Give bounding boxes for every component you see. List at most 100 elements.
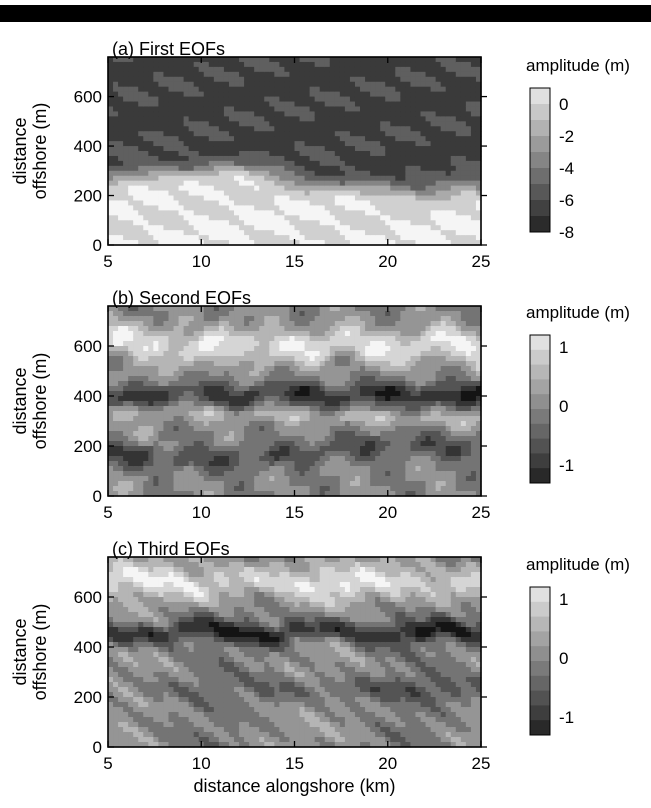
heatmap-cell (128, 195, 134, 202)
heatmap-cell (158, 160, 165, 167)
heatmap-cell (455, 175, 462, 182)
heatmap-cell (244, 101, 250, 108)
heatmap-cell (365, 331, 371, 337)
heatmap-cell (314, 426, 321, 432)
heatmap-cell (465, 190, 472, 197)
heatmap-cell (128, 57, 134, 63)
heatmap-cell (314, 71, 321, 78)
heatmap-cell (460, 155, 467, 162)
heatmap-cell (279, 170, 286, 177)
heatmap-cell (239, 151, 245, 157)
heatmap-cell (218, 346, 225, 352)
heatmap-cell (400, 141, 406, 147)
heatmap-cell (198, 316, 205, 322)
heatmap-cell (223, 235, 230, 241)
heatmap-cell (425, 86, 432, 93)
heatmap-cell (380, 81, 386, 88)
heatmap-cell (269, 106, 275, 113)
heatmap-cell (148, 175, 154, 182)
heatmap-cell (193, 426, 200, 432)
heatmap-cell (390, 326, 396, 332)
heatmap-cell (218, 215, 225, 221)
heatmap-cell (294, 356, 301, 362)
heatmap-cell (284, 491, 291, 497)
heatmap-cell (344, 311, 351, 317)
heatmap-cell (264, 361, 270, 367)
heatmap-cell (339, 471, 346, 477)
heatmap-cell (254, 481, 260, 487)
heatmap-cell (294, 190, 301, 197)
heatmap-cell (375, 200, 381, 207)
heatmap-cell (148, 76, 154, 83)
heatmap-cell (410, 146, 417, 152)
heatmap-cell (465, 96, 472, 103)
heatmap-cell (435, 160, 442, 167)
heatmap-cell (269, 116, 275, 122)
heatmap-cell (324, 431, 331, 437)
heatmap-cell (239, 361, 245, 367)
heatmap-cell (254, 316, 260, 322)
heatmap-cell (344, 421, 351, 427)
heatmap-cell (289, 205, 296, 211)
heatmap-cell (284, 346, 291, 352)
heatmap-cell (113, 481, 119, 487)
heatmap-cell (269, 185, 275, 192)
heatmap-cell (148, 376, 154, 382)
heatmap-cell (228, 136, 235, 142)
heatmap-cell (183, 190, 190, 197)
heatmap-cell (259, 200, 265, 207)
heatmap-cell (133, 401, 139, 407)
heatmap-cell (430, 101, 437, 108)
heatmap-cell (269, 366, 275, 372)
colorbar: amplitude (m)0-2-4-6-8 (526, 56, 630, 242)
heatmap-cell (284, 351, 291, 357)
heatmap-cell (425, 111, 432, 117)
heatmap-cell (375, 215, 381, 221)
heatmap-cell (450, 180, 457, 187)
heatmap-cell (178, 386, 185, 392)
heatmap-cell (299, 160, 306, 167)
heatmap-cell (264, 431, 270, 437)
heatmap-cell (123, 401, 129, 407)
heatmap-cell (470, 151, 477, 157)
heatmap-cell (213, 426, 220, 432)
heatmap-cell (218, 461, 225, 467)
heatmap-cell (148, 396, 154, 402)
heatmap-cell (375, 131, 381, 137)
heatmap-cell (193, 476, 200, 482)
heatmap-cell (334, 391, 341, 397)
heatmap-cell (279, 356, 286, 362)
heatmap-cell (158, 406, 165, 412)
heatmap-cell (168, 446, 175, 452)
heatmap-cell (188, 240, 195, 246)
heatmap-cell (254, 131, 260, 137)
heatmap-cell (314, 151, 321, 157)
heatmap-cell (259, 126, 265, 132)
heatmap-cell (284, 215, 291, 221)
heatmap-cell (228, 376, 235, 382)
heatmap-cell (314, 411, 321, 417)
heatmap-cell (168, 141, 175, 147)
heatmap-cell (365, 491, 371, 497)
heatmap-cell (405, 235, 412, 241)
heatmap-cell (309, 306, 316, 312)
heatmap-cell (390, 200, 396, 207)
heatmap-cell (168, 491, 175, 497)
heatmap-cell (128, 111, 134, 117)
heatmap-cell (385, 426, 391, 432)
heatmap-cell (244, 411, 250, 417)
heatmap-cell (223, 376, 230, 382)
heatmap-cell (385, 170, 391, 177)
heatmap-cell (465, 71, 472, 78)
heatmap-cell (148, 170, 154, 177)
heatmap-cell (193, 336, 200, 342)
heatmap-cell (208, 391, 215, 397)
heatmap-cell (284, 185, 291, 192)
heatmap-cell (385, 146, 391, 152)
heatmap-cell (163, 220, 170, 226)
heatmap-cell (405, 146, 412, 152)
heatmap-cell (339, 200, 346, 207)
heatmap-cell (385, 235, 391, 241)
heatmap-cell (289, 371, 296, 377)
heatmap-cell (264, 131, 270, 137)
